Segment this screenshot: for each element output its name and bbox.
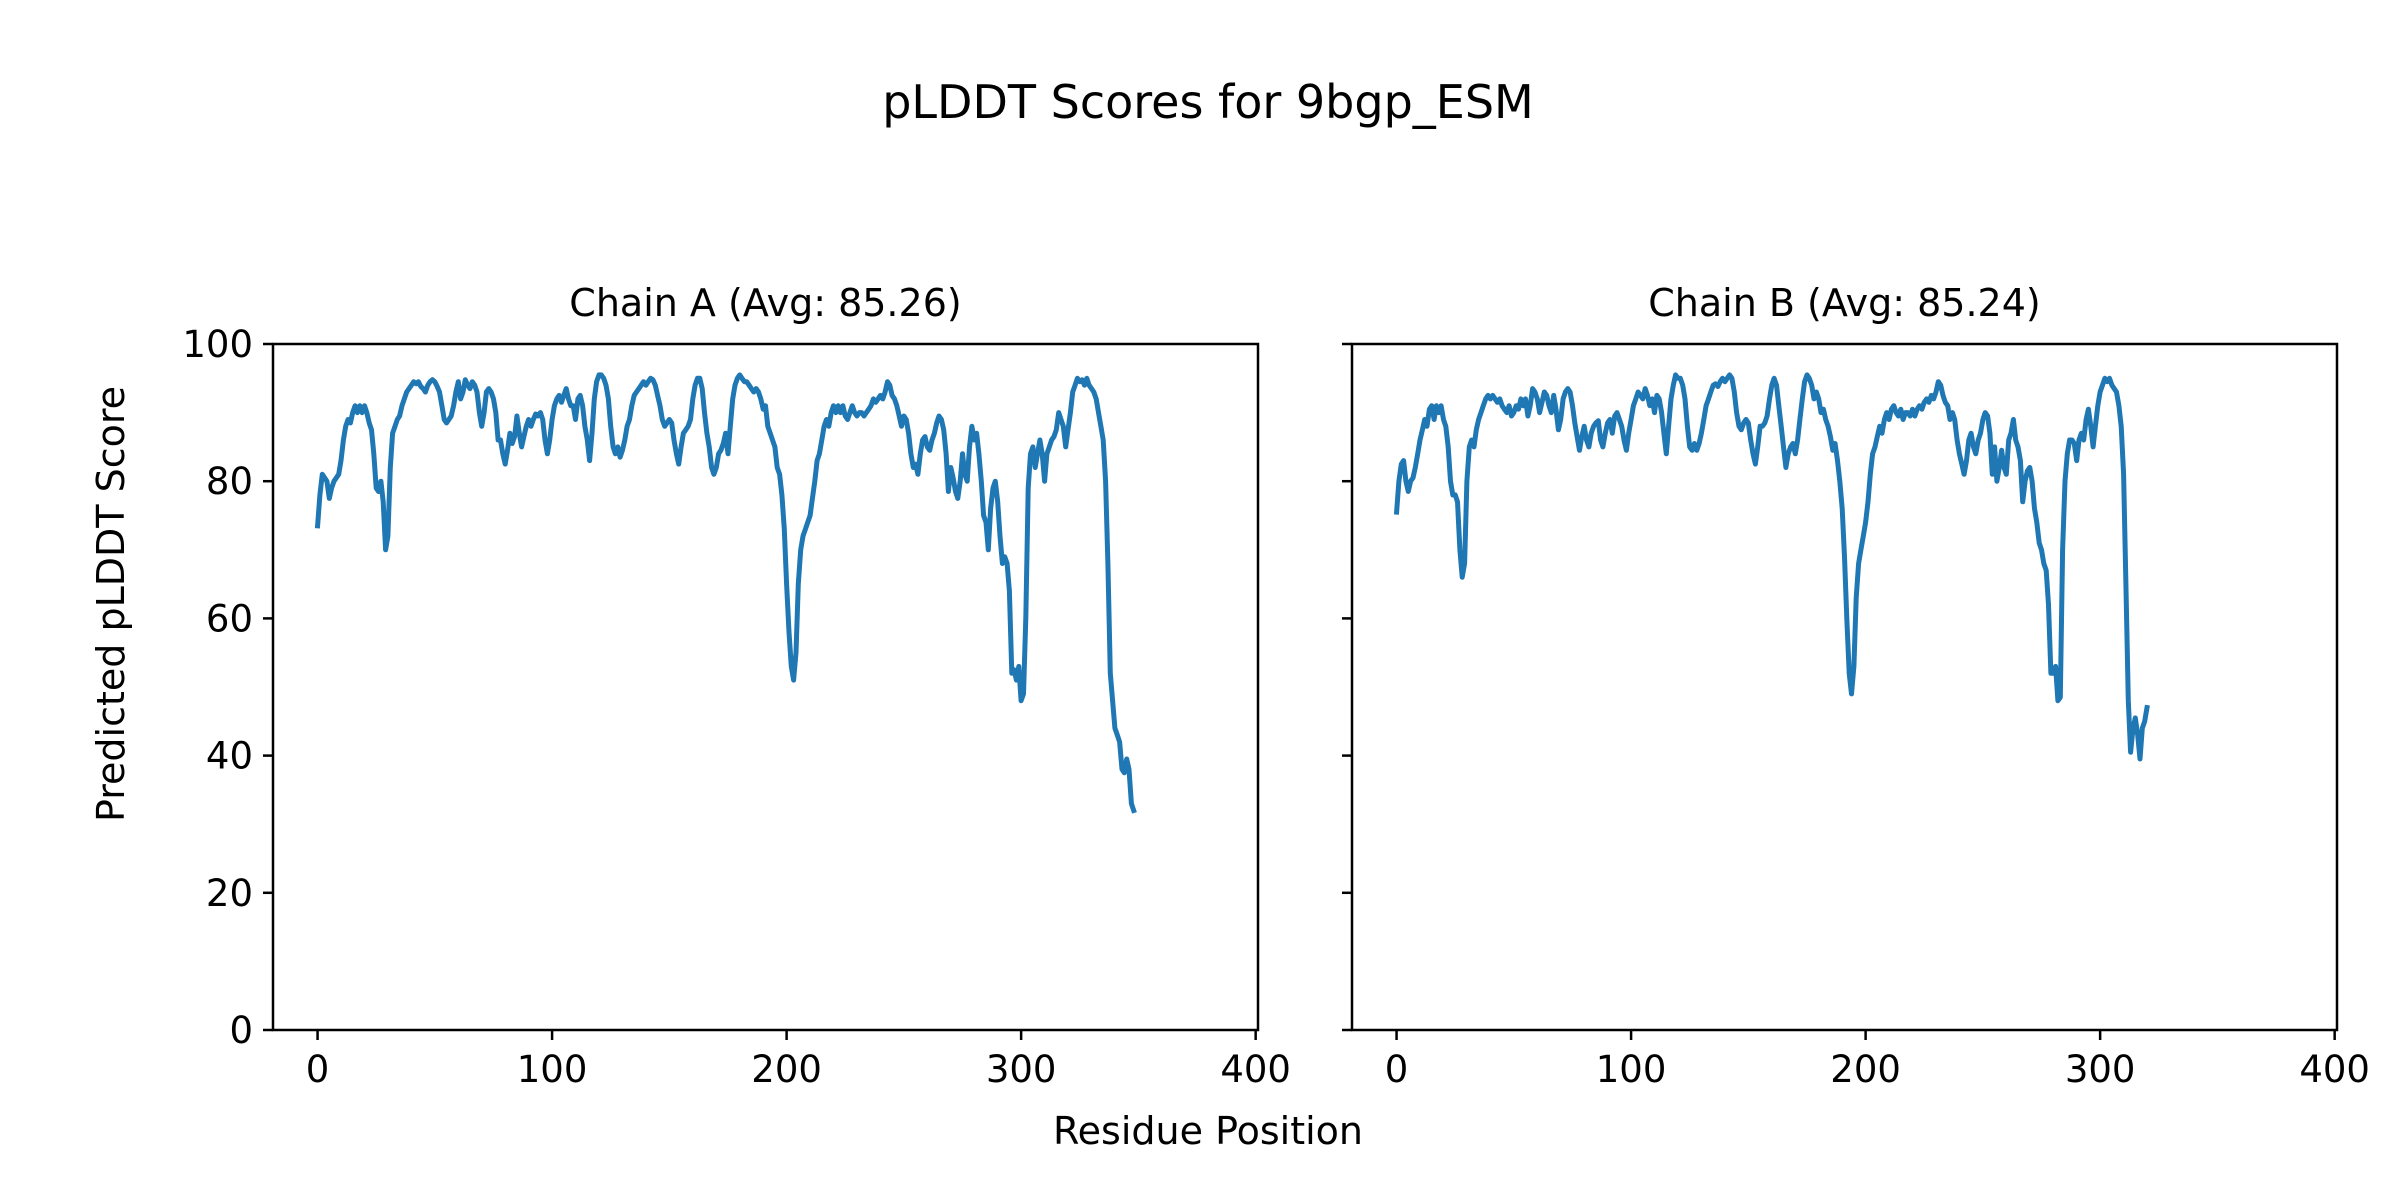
chart-b-x-tick-label: 300 <box>2065 1048 2136 1091</box>
chart-b-series-line <box>1393 372 2150 762</box>
chart-a-x-tick-label: 100 <box>517 1048 588 1091</box>
y-axis-label: Predicted pLDDT Score <box>89 386 133 822</box>
chart-a-title: Chain A (Avg: 85.26) <box>569 281 961 325</box>
chart-b-title: Chain B (Avg: 85.24) <box>1648 281 2040 325</box>
figure-title: pLDDT Scores for 9bgp_ESM <box>882 75 1534 129</box>
chart-b-x-tick-label: 100 <box>1596 1048 1667 1091</box>
chart-a-x-tick-label: 300 <box>986 1048 1057 1091</box>
chart-a-series-line <box>314 372 1137 814</box>
chart-b-x-tick-label: 400 <box>2299 1048 2370 1091</box>
chart-b-x-tick-label: 200 <box>1830 1048 1901 1091</box>
chart-b-x-tick-label: 0 <box>1385 1048 1409 1091</box>
chart-a-x-tick-label: 200 <box>751 1048 822 1091</box>
chart-a-y-tick-label: 80 <box>206 460 253 503</box>
chart-a-frame <box>271 342 1260 1032</box>
chart-panel-a: Chain A (Avg: 85.26) 0 100 200 300 400 0 20 40 60… <box>182 281 1291 1091</box>
chart-a-y-tick-label: 100 <box>182 323 253 366</box>
chart-a-y-tick-label: 0 <box>229 1009 253 1052</box>
x-axis-label: Residue Position <box>1053 1109 1363 1153</box>
chart-panel-b: Chain B (Avg: 85.24) 0 100 200 300 400 <box>1342 281 2370 1091</box>
chart-a-y-tick-label: 20 <box>206 872 253 915</box>
chart-b-frame <box>1350 342 2339 1032</box>
chart-a-x-tick-label: 0 <box>306 1048 330 1091</box>
chart-a-y-tick-label: 60 <box>206 597 253 640</box>
chart-a-y-tick-label: 40 <box>206 735 253 778</box>
chart-a-x-tick-label: 400 <box>1220 1048 1291 1091</box>
